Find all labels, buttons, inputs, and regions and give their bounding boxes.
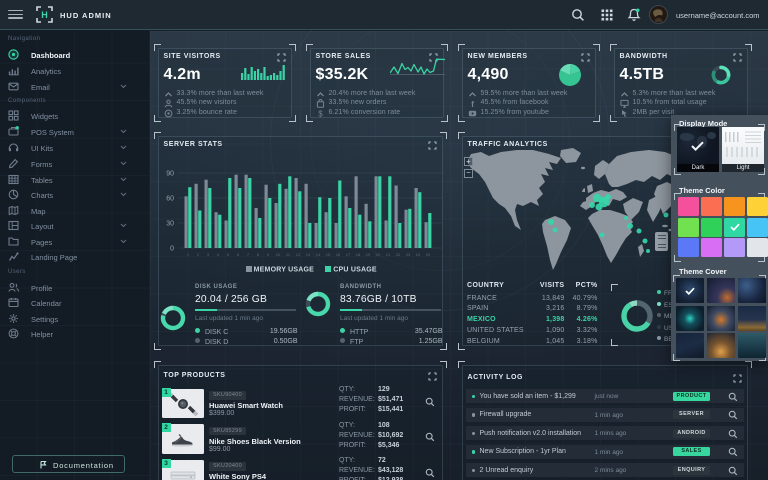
svg-text:6: 6 (236, 252, 239, 257)
svg-text:23: 23 (405, 252, 410, 257)
svg-text:60: 60 (166, 196, 174, 203)
svg-text:5: 5 (226, 252, 229, 257)
svg-text:14: 14 (315, 252, 320, 257)
svg-text:18: 18 (355, 252, 360, 257)
svg-text:8: 8 (256, 252, 259, 257)
svg-text:13: 13 (305, 252, 310, 257)
svg-text:24: 24 (415, 252, 420, 257)
svg-text:$: $ (318, 109, 323, 118)
svg-text:90: 90 (166, 171, 174, 178)
svg-text:4: 4 (216, 252, 219, 257)
svg-text:30: 30 (166, 221, 174, 228)
svg-text:11: 11 (285, 252, 290, 257)
svg-text:7: 7 (246, 252, 249, 257)
svg-text:9: 9 (266, 252, 269, 257)
svg-text:25: 25 (425, 252, 430, 257)
svg-text:15: 15 (325, 252, 330, 257)
svg-text:20: 20 (375, 252, 380, 257)
svg-text:H: H (41, 10, 48, 20)
svg-text:1: 1 (186, 252, 189, 257)
svg-text:f: f (471, 99, 474, 108)
svg-text:16: 16 (335, 252, 340, 257)
svg-text:0: 0 (170, 246, 174, 253)
svg-text:17: 17 (345, 252, 350, 257)
svg-text:22: 22 (395, 252, 400, 257)
svg-text:21: 21 (385, 252, 390, 257)
svg-text:12: 12 (295, 252, 300, 257)
svg-text:10: 10 (275, 252, 280, 257)
svg-text:3: 3 (206, 252, 209, 257)
svg-text:19: 19 (365, 252, 370, 257)
svg-text:2: 2 (196, 252, 199, 257)
